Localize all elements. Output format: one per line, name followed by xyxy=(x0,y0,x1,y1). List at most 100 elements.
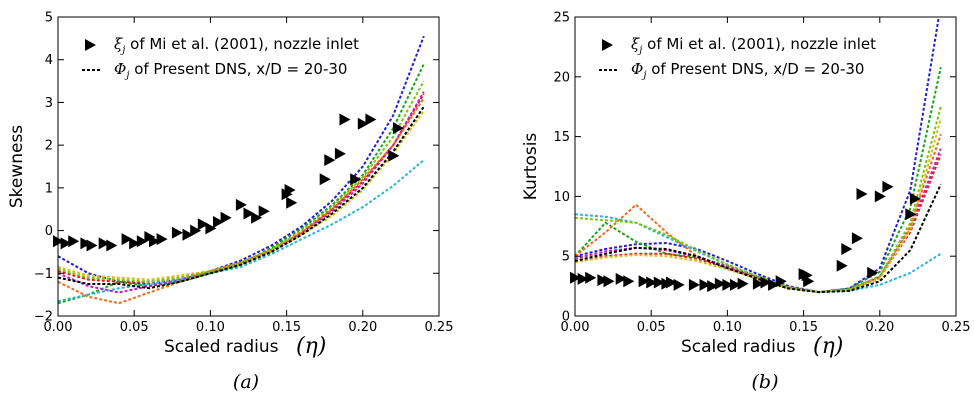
x-axis-symbol: (η) xyxy=(296,334,326,359)
data-point-marker xyxy=(722,278,734,291)
x-tick-label: 0.00 xyxy=(44,320,73,335)
series-group xyxy=(58,35,425,305)
series-line-9 xyxy=(575,183,942,294)
data-point-marker xyxy=(350,173,362,186)
legend-text: of Present DNS, x/D = 20-30 xyxy=(129,60,347,78)
panel-label: (a) xyxy=(233,371,259,393)
data-point-marker xyxy=(60,237,72,250)
y-tick-label: 0 xyxy=(562,310,570,325)
legend-symbol: Φ xyxy=(114,60,126,78)
data-point-marker xyxy=(673,278,685,291)
experiment-markers xyxy=(570,180,921,293)
y-axis-label: Kurtosis xyxy=(521,133,541,201)
series-line-5 xyxy=(58,110,425,281)
data-point-marker xyxy=(197,218,209,231)
x-tick-label: 0.10 xyxy=(196,320,225,335)
x-tick-label: 0.15 xyxy=(272,320,301,335)
data-point-marker xyxy=(760,276,772,289)
data-point-marker xyxy=(324,154,336,167)
legend-symbol: Φ xyxy=(631,60,643,78)
data-point-marker xyxy=(205,222,217,235)
data-point-marker xyxy=(577,272,589,285)
legend-symbol: ξ xyxy=(114,35,123,53)
data-point-marker xyxy=(258,205,270,218)
legend-subscript: j xyxy=(124,70,129,81)
y-tick-label: 5 xyxy=(562,250,570,265)
x-tick-label: 0.20 xyxy=(348,320,377,335)
x-tick-label: 0.15 xyxy=(789,320,818,335)
data-point-marker xyxy=(585,271,597,284)
data-point-marker xyxy=(251,211,263,224)
data-point-marker xyxy=(909,192,921,205)
data-point-marker xyxy=(156,233,168,246)
y-tick-label: −2 xyxy=(34,310,53,325)
series-line-2 xyxy=(58,63,425,305)
data-point-marker xyxy=(666,276,677,289)
data-point-marker xyxy=(836,259,848,272)
y-tick-label: 3 xyxy=(45,96,53,111)
data-point-marker xyxy=(856,188,868,200)
y-tick-label: 4 xyxy=(45,53,53,68)
data-point-marker xyxy=(882,180,894,193)
y-tick-label: 1 xyxy=(45,181,53,196)
data-point-marker xyxy=(851,232,863,245)
data-point-marker xyxy=(714,277,726,290)
legend-entry-1: ξj of Mi et al. (2001), nozzle inlet xyxy=(114,35,359,56)
legend-text: of Mi et al. (2001), nozzle inlet xyxy=(125,35,359,53)
legend-subscript: j xyxy=(637,45,642,56)
data-point-marker xyxy=(357,117,369,130)
data-point-marker xyxy=(182,228,194,241)
data-point-marker xyxy=(171,226,183,239)
x-axis-symbol: (η) xyxy=(813,334,843,359)
x-tick-label: 0.25 xyxy=(942,320,971,335)
data-point-marker xyxy=(243,207,255,220)
x-axis-label: Scaled radius xyxy=(164,337,279,357)
data-point-marker xyxy=(688,278,700,291)
plot-frame xyxy=(57,16,440,317)
series-line-7 xyxy=(58,97,425,305)
series-line-8 xyxy=(58,80,425,283)
data-point-marker xyxy=(190,224,202,237)
legend: ξj of Mi et al. (2001), nozzle inlet Φj o… xyxy=(82,35,359,81)
data-point-marker xyxy=(597,274,609,287)
legend-entry-1: ξj of Mi et al. (2001), nozzle inlet xyxy=(631,35,876,56)
series-line-5 xyxy=(575,118,942,294)
x-tick-label: 0.25 xyxy=(425,320,454,335)
data-point-marker xyxy=(129,237,141,250)
data-point-marker xyxy=(365,113,377,126)
data-point-marker xyxy=(284,184,296,196)
data-point-marker xyxy=(653,276,665,289)
data-point-marker xyxy=(392,122,404,135)
data-point-marker xyxy=(874,190,886,203)
legend-text: of Present DNS, x/D = 20-30 xyxy=(646,60,864,78)
series-line-2 xyxy=(575,66,942,294)
data-point-marker xyxy=(699,278,711,291)
data-point-marker xyxy=(80,237,92,250)
data-point-marker xyxy=(220,211,232,224)
chart-panel-b: 0.00 0.05 0.10 0.15 0.20 0.25 0 5 10 15 20 25 Scaled… xyxy=(521,11,971,394)
y-tick-label: 20 xyxy=(553,70,570,85)
data-point-marker xyxy=(737,277,749,290)
legend-marker-triangle xyxy=(85,39,96,51)
y-tick-label: 25 xyxy=(553,11,570,26)
x-tick-label: 0.00 xyxy=(561,320,590,335)
x-tick-label: 0.10 xyxy=(713,320,742,335)
data-point-marker xyxy=(603,275,615,288)
data-point-marker xyxy=(98,237,110,250)
data-point-marker xyxy=(149,235,160,248)
data-point-marker xyxy=(905,208,917,221)
series-line-1 xyxy=(575,17,940,294)
panel-label: (b) xyxy=(752,371,779,393)
y-tick-label: 15 xyxy=(553,130,570,145)
data-point-marker xyxy=(235,198,247,211)
x-tick-label: 0.05 xyxy=(120,320,149,335)
series-line-3 xyxy=(575,154,942,294)
legend-subscript: j xyxy=(641,70,646,81)
data-point-marker xyxy=(106,239,118,252)
series-group xyxy=(575,17,942,294)
legend-symbol: ξ xyxy=(631,35,640,53)
data-point-marker xyxy=(752,277,764,290)
plot-frame xyxy=(574,16,957,317)
y-tick-label: 0 xyxy=(45,224,53,239)
